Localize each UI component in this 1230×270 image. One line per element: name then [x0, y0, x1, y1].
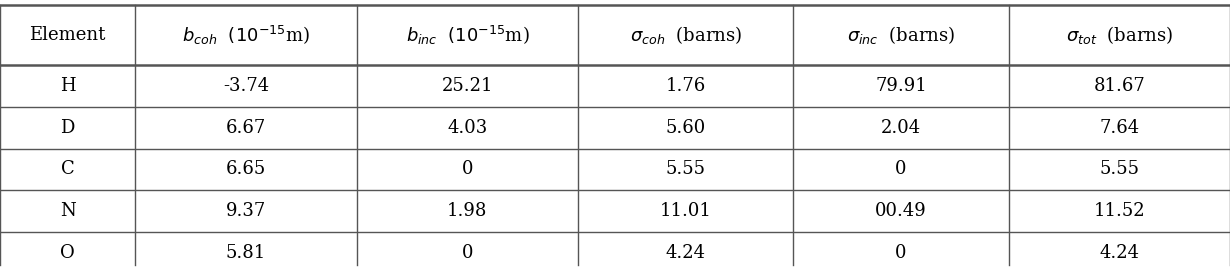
- Text: 4.24: 4.24: [1100, 244, 1139, 262]
- Text: $\sigma_{tot}$  (barns): $\sigma_{tot}$ (barns): [1065, 24, 1173, 46]
- Text: $\sigma_{inc}$  (barns): $\sigma_{inc}$ (barns): [847, 24, 954, 46]
- Text: 5.55: 5.55: [665, 160, 706, 178]
- Text: 4.03: 4.03: [448, 119, 487, 137]
- Text: 1.76: 1.76: [665, 77, 706, 95]
- Text: C: C: [60, 160, 75, 178]
- Text: 81.67: 81.67: [1093, 77, 1145, 95]
- Text: 0: 0: [895, 160, 907, 178]
- Text: N: N: [60, 202, 75, 220]
- Text: O: O: [60, 244, 75, 262]
- Text: 5.55: 5.55: [1100, 160, 1139, 178]
- Text: D: D: [60, 119, 75, 137]
- Text: 5.60: 5.60: [665, 119, 706, 137]
- Text: H: H: [60, 77, 75, 95]
- Text: 25.21: 25.21: [442, 77, 493, 95]
- Text: 7.64: 7.64: [1100, 119, 1139, 137]
- Text: 4.24: 4.24: [665, 244, 706, 262]
- Text: 0: 0: [461, 160, 474, 178]
- Text: 9.37: 9.37: [226, 202, 266, 220]
- Text: 1.98: 1.98: [448, 202, 487, 220]
- Text: 6.65: 6.65: [226, 160, 266, 178]
- Text: Element: Element: [30, 26, 106, 44]
- Text: -3.74: -3.74: [223, 77, 269, 95]
- Text: $b_{inc}$  $(10^{-15}$m): $b_{inc}$ $(10^{-15}$m): [406, 23, 529, 47]
- Text: 2.04: 2.04: [881, 119, 921, 137]
- Text: 5.81: 5.81: [226, 244, 266, 262]
- Text: 0: 0: [461, 244, 474, 262]
- Text: $b_{coh}$  $(10^{-15}$m): $b_{coh}$ $(10^{-15}$m): [182, 23, 310, 47]
- Text: 11.01: 11.01: [659, 202, 712, 220]
- Text: 79.91: 79.91: [875, 77, 927, 95]
- Text: 6.67: 6.67: [226, 119, 266, 137]
- Text: 11.52: 11.52: [1093, 202, 1145, 220]
- Text: 0: 0: [895, 244, 907, 262]
- Text: $\sigma_{coh}$  (barns): $\sigma_{coh}$ (barns): [630, 24, 742, 46]
- Text: 00.49: 00.49: [875, 202, 927, 220]
